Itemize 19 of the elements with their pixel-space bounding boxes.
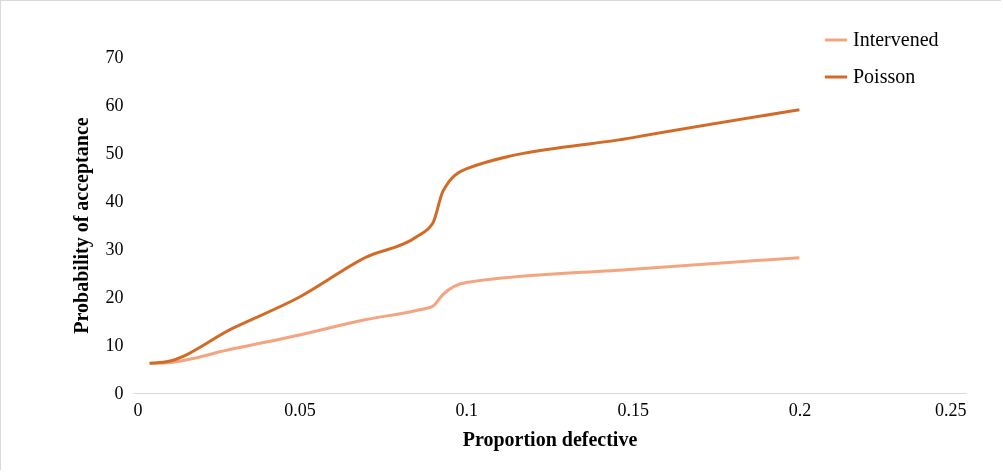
x-tick-label: 0.05: [284, 399, 316, 420]
x-tick-label: 0.25: [935, 399, 967, 420]
y-tick-label: 70: [105, 46, 124, 67]
y-tick-label: 20: [105, 286, 124, 307]
y-tick-label: 60: [105, 94, 124, 115]
y-tick-label: 50: [105, 142, 124, 163]
y-tick-label: 0: [114, 382, 124, 403]
x-tick-label: 0.1: [455, 399, 478, 420]
x-tick-label: 0.2: [788, 399, 812, 420]
y-tick-label: 10: [105, 334, 124, 355]
y-axis-title: Probability of acceptance: [69, 117, 93, 334]
x-axis-title: Proportion defective: [462, 427, 638, 451]
y-tick-label: 40: [105, 190, 124, 211]
legend-label: Poisson: [853, 65, 916, 87]
x-tick-label: 0: [133, 399, 143, 420]
x-tick-label: 0.15: [617, 399, 650, 420]
y-tick-label: 30: [105, 238, 124, 259]
legend-label: Intervened: [853, 28, 939, 50]
line-series: [148, 108, 801, 365]
